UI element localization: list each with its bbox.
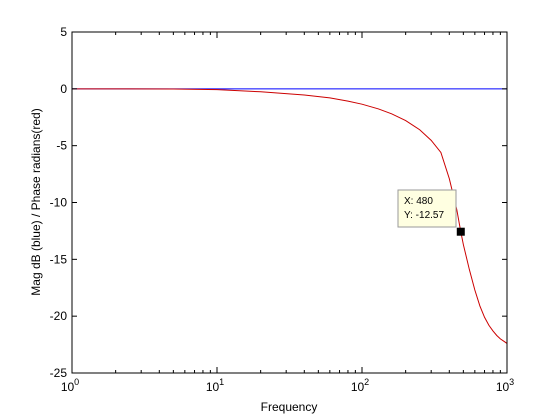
datatip-y-label: Y: -12.57 xyxy=(404,210,444,221)
series-line-phase xyxy=(72,88,508,344)
datatip-x-label: X: 480 xyxy=(404,196,433,207)
x-axis-title: Frequency xyxy=(261,400,318,414)
datatip-marker[interactable] xyxy=(456,227,465,236)
y-tick-label: 0 xyxy=(60,82,67,96)
x-tick-label: 100 xyxy=(61,377,79,394)
series-layer xyxy=(72,88,508,344)
y-tick-label: 5 xyxy=(60,25,67,39)
x-tick-label: 103 xyxy=(496,377,514,394)
x-tick-label: 102 xyxy=(351,377,369,394)
y-tick-label: -25 xyxy=(50,366,68,380)
datatip-box xyxy=(397,189,457,228)
y-tick-label: -10 xyxy=(50,196,68,210)
y-tick-label: -15 xyxy=(50,252,68,266)
y-tick-label: -5 xyxy=(56,139,67,153)
y-axis-title: Mag dB (blue) / Phase radians(red) xyxy=(29,108,43,295)
datatip-layer: X: 480 Y: -12.57 xyxy=(397,189,465,236)
y-tick-label: -20 xyxy=(50,309,68,323)
x-tick-label: 101 xyxy=(206,377,224,394)
